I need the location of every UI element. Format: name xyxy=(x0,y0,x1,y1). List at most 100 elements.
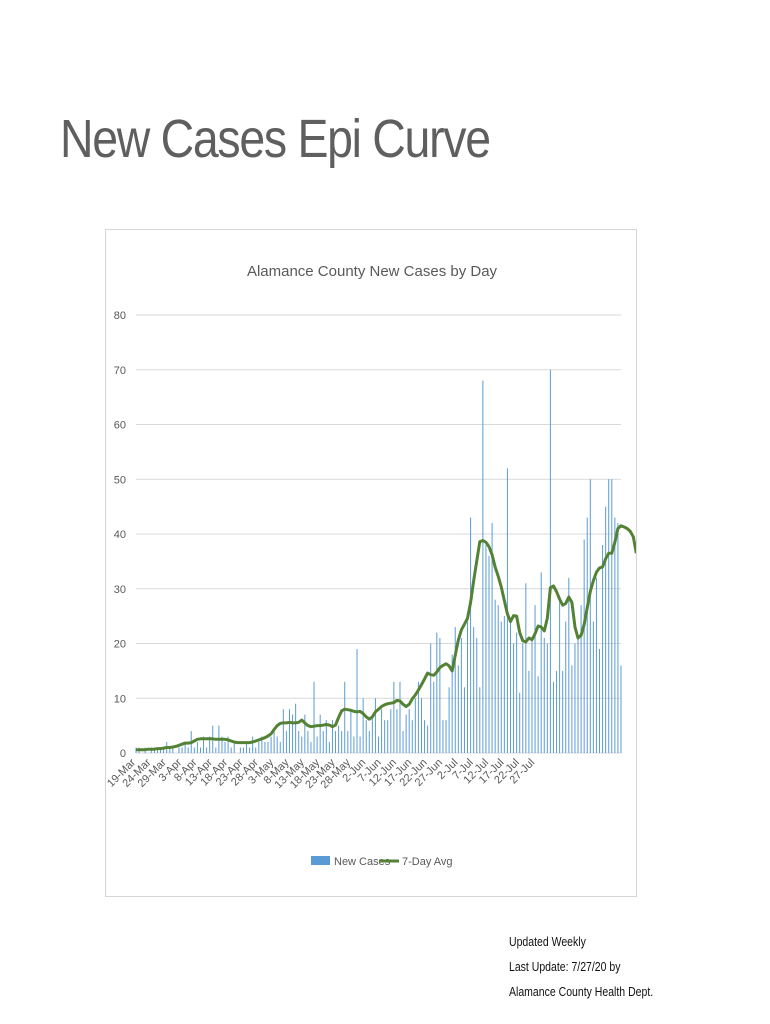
bar-new-cases xyxy=(571,665,573,753)
bar-new-cases xyxy=(239,747,241,753)
bar-new-cases xyxy=(589,479,591,753)
bar-new-cases xyxy=(335,731,337,753)
bar-new-cases xyxy=(531,638,533,753)
bar-new-cases xyxy=(282,709,284,753)
bar-new-cases xyxy=(519,692,521,753)
bar-new-cases xyxy=(559,599,561,753)
bar-new-cases xyxy=(457,665,459,753)
bar-new-cases xyxy=(448,687,450,753)
bar-new-cases xyxy=(181,747,183,753)
bar-new-cases xyxy=(249,747,251,753)
bar-new-cases xyxy=(503,616,505,753)
bar-new-cases xyxy=(347,731,349,753)
bar-new-cases xyxy=(574,643,576,753)
bar-new-cases xyxy=(341,731,343,753)
bar-new-cases xyxy=(528,670,530,753)
bar-new-cases xyxy=(552,681,554,753)
bar-new-cases xyxy=(525,583,527,753)
bar-new-cases xyxy=(451,654,453,753)
bar-new-cases xyxy=(614,517,616,753)
bar-new-cases xyxy=(206,747,208,753)
bar-new-cases xyxy=(414,698,416,753)
bar-new-cases xyxy=(184,742,186,753)
seven-day-avg-line xyxy=(136,524,636,752)
bar-new-cases xyxy=(276,736,278,753)
bar-new-cases xyxy=(540,572,542,753)
bar-new-cases xyxy=(592,621,594,753)
bar-new-cases xyxy=(427,725,429,753)
bar-new-cases xyxy=(381,709,383,753)
bar-new-cases xyxy=(350,709,352,753)
bar-new-cases xyxy=(292,714,294,753)
bar-new-cases xyxy=(258,742,260,753)
bar-new-cases xyxy=(319,714,321,753)
bar-new-cases xyxy=(160,747,162,753)
bar-new-cases xyxy=(399,681,401,753)
bar-new-cases xyxy=(246,742,248,753)
update-note-line-2: Last Update: 7/27/20 by xyxy=(509,960,621,974)
bar-new-cases xyxy=(454,627,456,753)
bar-new-cases xyxy=(417,681,419,753)
bar-new-cases xyxy=(494,599,496,753)
bar-new-cases xyxy=(543,638,545,753)
bar-new-cases xyxy=(374,698,376,753)
bar-new-cases xyxy=(285,731,287,753)
bar-new-cases xyxy=(301,736,303,753)
bar-new-cases xyxy=(203,736,205,753)
x-axis-ticks: 19-Mar24-Mar29-Mar3-Apr8-Apr13-Apr18-Apr… xyxy=(106,756,537,791)
bar-new-cases xyxy=(522,643,524,753)
bar-new-cases xyxy=(442,720,444,753)
bar-new-cases xyxy=(252,736,254,753)
bar-new-cases xyxy=(436,632,438,753)
bar-new-cases xyxy=(620,665,622,753)
bar-new-cases xyxy=(568,577,570,753)
bar-new-cases xyxy=(378,736,379,753)
y-tick-label-60: 60 xyxy=(114,420,126,432)
bar-new-cases xyxy=(178,747,180,753)
bar-new-cases xyxy=(325,720,327,753)
bar-new-cases xyxy=(163,747,165,753)
bar-new-cases xyxy=(233,742,235,753)
bar-new-cases xyxy=(227,736,229,753)
bar-new-cases xyxy=(497,605,499,753)
bar-new-cases xyxy=(384,720,386,753)
bar-new-cases xyxy=(482,380,484,753)
bar-new-cases xyxy=(362,698,364,753)
legend-swatch-new-cases xyxy=(311,856,330,865)
bar-new-cases xyxy=(313,681,315,753)
legend-label-new-cases: New Cases xyxy=(334,856,391,868)
bar-new-cases xyxy=(433,681,435,753)
bar-new-cases xyxy=(359,736,361,753)
slide-title: New Cases Epi Curve xyxy=(60,109,491,169)
bar-new-cases xyxy=(270,736,272,753)
bar-new-cases xyxy=(242,747,244,753)
bar-new-cases xyxy=(298,731,300,753)
bar-new-cases xyxy=(470,517,472,753)
bar-new-cases xyxy=(193,747,195,753)
bar-new-cases xyxy=(279,742,281,753)
bar-new-cases xyxy=(408,709,410,753)
bar-new-cases xyxy=(509,621,511,753)
bar-new-cases xyxy=(387,720,389,753)
y-tick-label-50: 50 xyxy=(114,474,126,486)
chart-container: Alamance County New Cases by Day 0 10 20 30… xyxy=(105,229,637,897)
y-tick-label-0: 0 xyxy=(120,748,126,760)
bar-new-cases xyxy=(396,709,398,753)
bar-new-cases xyxy=(491,523,493,753)
bar-new-cases xyxy=(288,709,290,753)
bar-new-cases xyxy=(605,506,607,753)
bar-new-cases xyxy=(534,605,536,753)
y-tick-label-80: 80 xyxy=(114,310,126,322)
bar-new-cases xyxy=(199,747,201,753)
bar-new-cases xyxy=(617,523,619,753)
bar-new-cases xyxy=(273,731,275,753)
bar-new-cases xyxy=(411,720,413,753)
bar-new-cases xyxy=(546,643,548,753)
bar-new-cases xyxy=(556,670,558,753)
chart-title: Alamance County New Cases by Day xyxy=(247,263,498,280)
bar-new-cases xyxy=(565,621,567,753)
bar-new-cases xyxy=(467,621,469,753)
bar-new-cases xyxy=(365,720,367,753)
y-tick-label-40: 40 xyxy=(114,529,126,541)
bar-new-cases xyxy=(264,742,266,753)
